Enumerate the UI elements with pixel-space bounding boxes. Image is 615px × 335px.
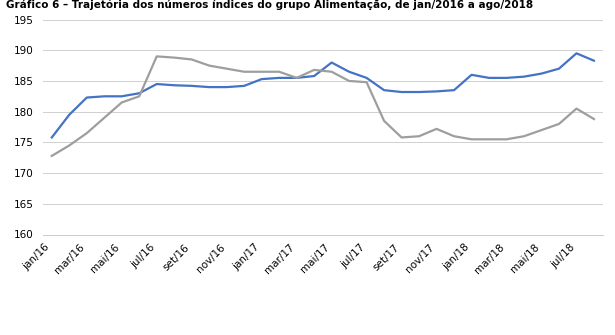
IPC-PCU - ALIMENTAÇÃO <box>311 68 318 72</box>
IPC-BR - ALIMENTAÇÃO <box>590 59 598 63</box>
IPC-BR - ALIMENTAÇÃO <box>135 91 143 95</box>
IPC-PCU - ALIMENTAÇÃO <box>555 122 563 126</box>
IPC-PCU - ALIMENTAÇÃO <box>118 100 125 105</box>
IPC-BR - ALIMENTAÇÃO <box>485 76 493 80</box>
IPC-PCU - ALIMENTAÇÃO <box>258 70 265 74</box>
Text: Gráfico 6 – Trajetória dos números índices do grupo Alimentação, de jan/2016 a a: Gráfico 6 – Trajetória dos números índic… <box>6 0 533 10</box>
IPC-BR - ALIMENTAÇÃO <box>240 84 248 88</box>
IPC-PCU - ALIMENTAÇÃO <box>363 80 370 84</box>
IPC-BR - ALIMENTAÇÃO <box>346 70 353 74</box>
IPC-PCU - ALIMENTAÇÃO <box>433 127 440 131</box>
IPC-BR - ALIMENTAÇÃO <box>153 82 161 86</box>
IPC-BR - ALIMENTAÇÃO <box>468 73 475 77</box>
IPC-BR - ALIMENTAÇÃO <box>48 135 55 139</box>
IPC-BR - ALIMENTAÇÃO <box>205 85 213 89</box>
IPC-BR - ALIMENTAÇÃO <box>311 74 318 78</box>
IPC-BR - ALIMENTAÇÃO <box>83 95 90 99</box>
IPC-PCU - ALIMENTAÇÃO <box>223 67 231 71</box>
IPC-PCU - ALIMENTAÇÃO <box>503 137 510 141</box>
IPC-PCU - ALIMENTAÇÃO <box>590 117 598 121</box>
IPC-PCU - ALIMENTAÇÃO <box>346 79 353 83</box>
IPC-BR - ALIMENTAÇÃO <box>118 94 125 98</box>
IPC-PCU - ALIMENTAÇÃO <box>66 143 73 147</box>
IPC-PCU - ALIMENTAÇÃO <box>485 137 493 141</box>
IPC-BR - ALIMENTAÇÃO <box>66 113 73 117</box>
IPC-BR - ALIMENTAÇÃO <box>293 76 300 80</box>
IPC-BR - ALIMENTAÇÃO <box>381 88 388 92</box>
IPC-PCU - ALIMENTAÇÃO <box>205 64 213 68</box>
IPC-BR - ALIMENTAÇÃO <box>433 89 440 93</box>
IPC-PCU - ALIMENTAÇÃO <box>276 70 283 74</box>
IPC-BR - ALIMENTAÇÃO <box>170 83 178 87</box>
IPC-PCU - ALIMENTAÇÃO <box>538 128 545 132</box>
IPC-PCU - ALIMENTAÇÃO <box>520 134 528 138</box>
IPC-PCU - ALIMENTAÇÃO <box>450 134 458 138</box>
Line: IPC-PCU - ALIMENTAÇÃO: IPC-PCU - ALIMENTAÇÃO <box>52 56 594 156</box>
IPC-BR - ALIMENTAÇÃO <box>450 88 458 92</box>
IPC-BR - ALIMENTAÇÃO <box>520 75 528 79</box>
IPC-PCU - ALIMENTAÇÃO <box>170 56 178 60</box>
IPC-BR - ALIMENTAÇÃO <box>415 90 423 94</box>
IPC-BR - ALIMENTAÇÃO <box>573 51 580 55</box>
IPC-BR - ALIMENTAÇÃO <box>398 90 405 94</box>
IPC-BR - ALIMENTAÇÃO <box>223 85 231 89</box>
IPC-BR - ALIMENTAÇÃO <box>538 72 545 76</box>
IPC-BR - ALIMENTAÇÃO <box>101 94 108 98</box>
IPC-BR - ALIMENTAÇÃO <box>276 76 283 80</box>
IPC-BR - ALIMENTAÇÃO <box>188 84 196 88</box>
IPC-PCU - ALIMENTAÇÃO <box>101 116 108 120</box>
IPC-PCU - ALIMENTAÇÃO <box>381 119 388 123</box>
IPC-BR - ALIMENTAÇÃO <box>363 76 370 80</box>
IPC-PCU - ALIMENTAÇÃO <box>415 134 423 138</box>
IPC-PCU - ALIMENTAÇÃO <box>135 94 143 98</box>
IPC-PCU - ALIMENTAÇÃO <box>83 131 90 135</box>
IPC-BR - ALIMENTAÇÃO <box>503 76 510 80</box>
IPC-PCU - ALIMENTAÇÃO <box>468 137 475 141</box>
IPC-PCU - ALIMENTAÇÃO <box>293 76 300 80</box>
IPC-BR - ALIMENTAÇÃO <box>555 67 563 71</box>
Line: IPC-BR - ALIMENTAÇÃO: IPC-BR - ALIMENTAÇÃO <box>52 53 594 137</box>
IPC-BR - ALIMENTAÇÃO <box>258 77 265 81</box>
IPC-PCU - ALIMENTAÇÃO <box>240 70 248 74</box>
IPC-PCU - ALIMENTAÇÃO <box>328 70 335 74</box>
IPC-PCU - ALIMENTAÇÃO <box>573 107 580 111</box>
IPC-PCU - ALIMENTAÇÃO <box>48 154 55 158</box>
IPC-PCU - ALIMENTAÇÃO <box>153 54 161 58</box>
IPC-PCU - ALIMENTAÇÃO <box>188 58 196 62</box>
IPC-PCU - ALIMENTAÇÃO <box>398 135 405 139</box>
IPC-BR - ALIMENTAÇÃO <box>328 61 335 65</box>
